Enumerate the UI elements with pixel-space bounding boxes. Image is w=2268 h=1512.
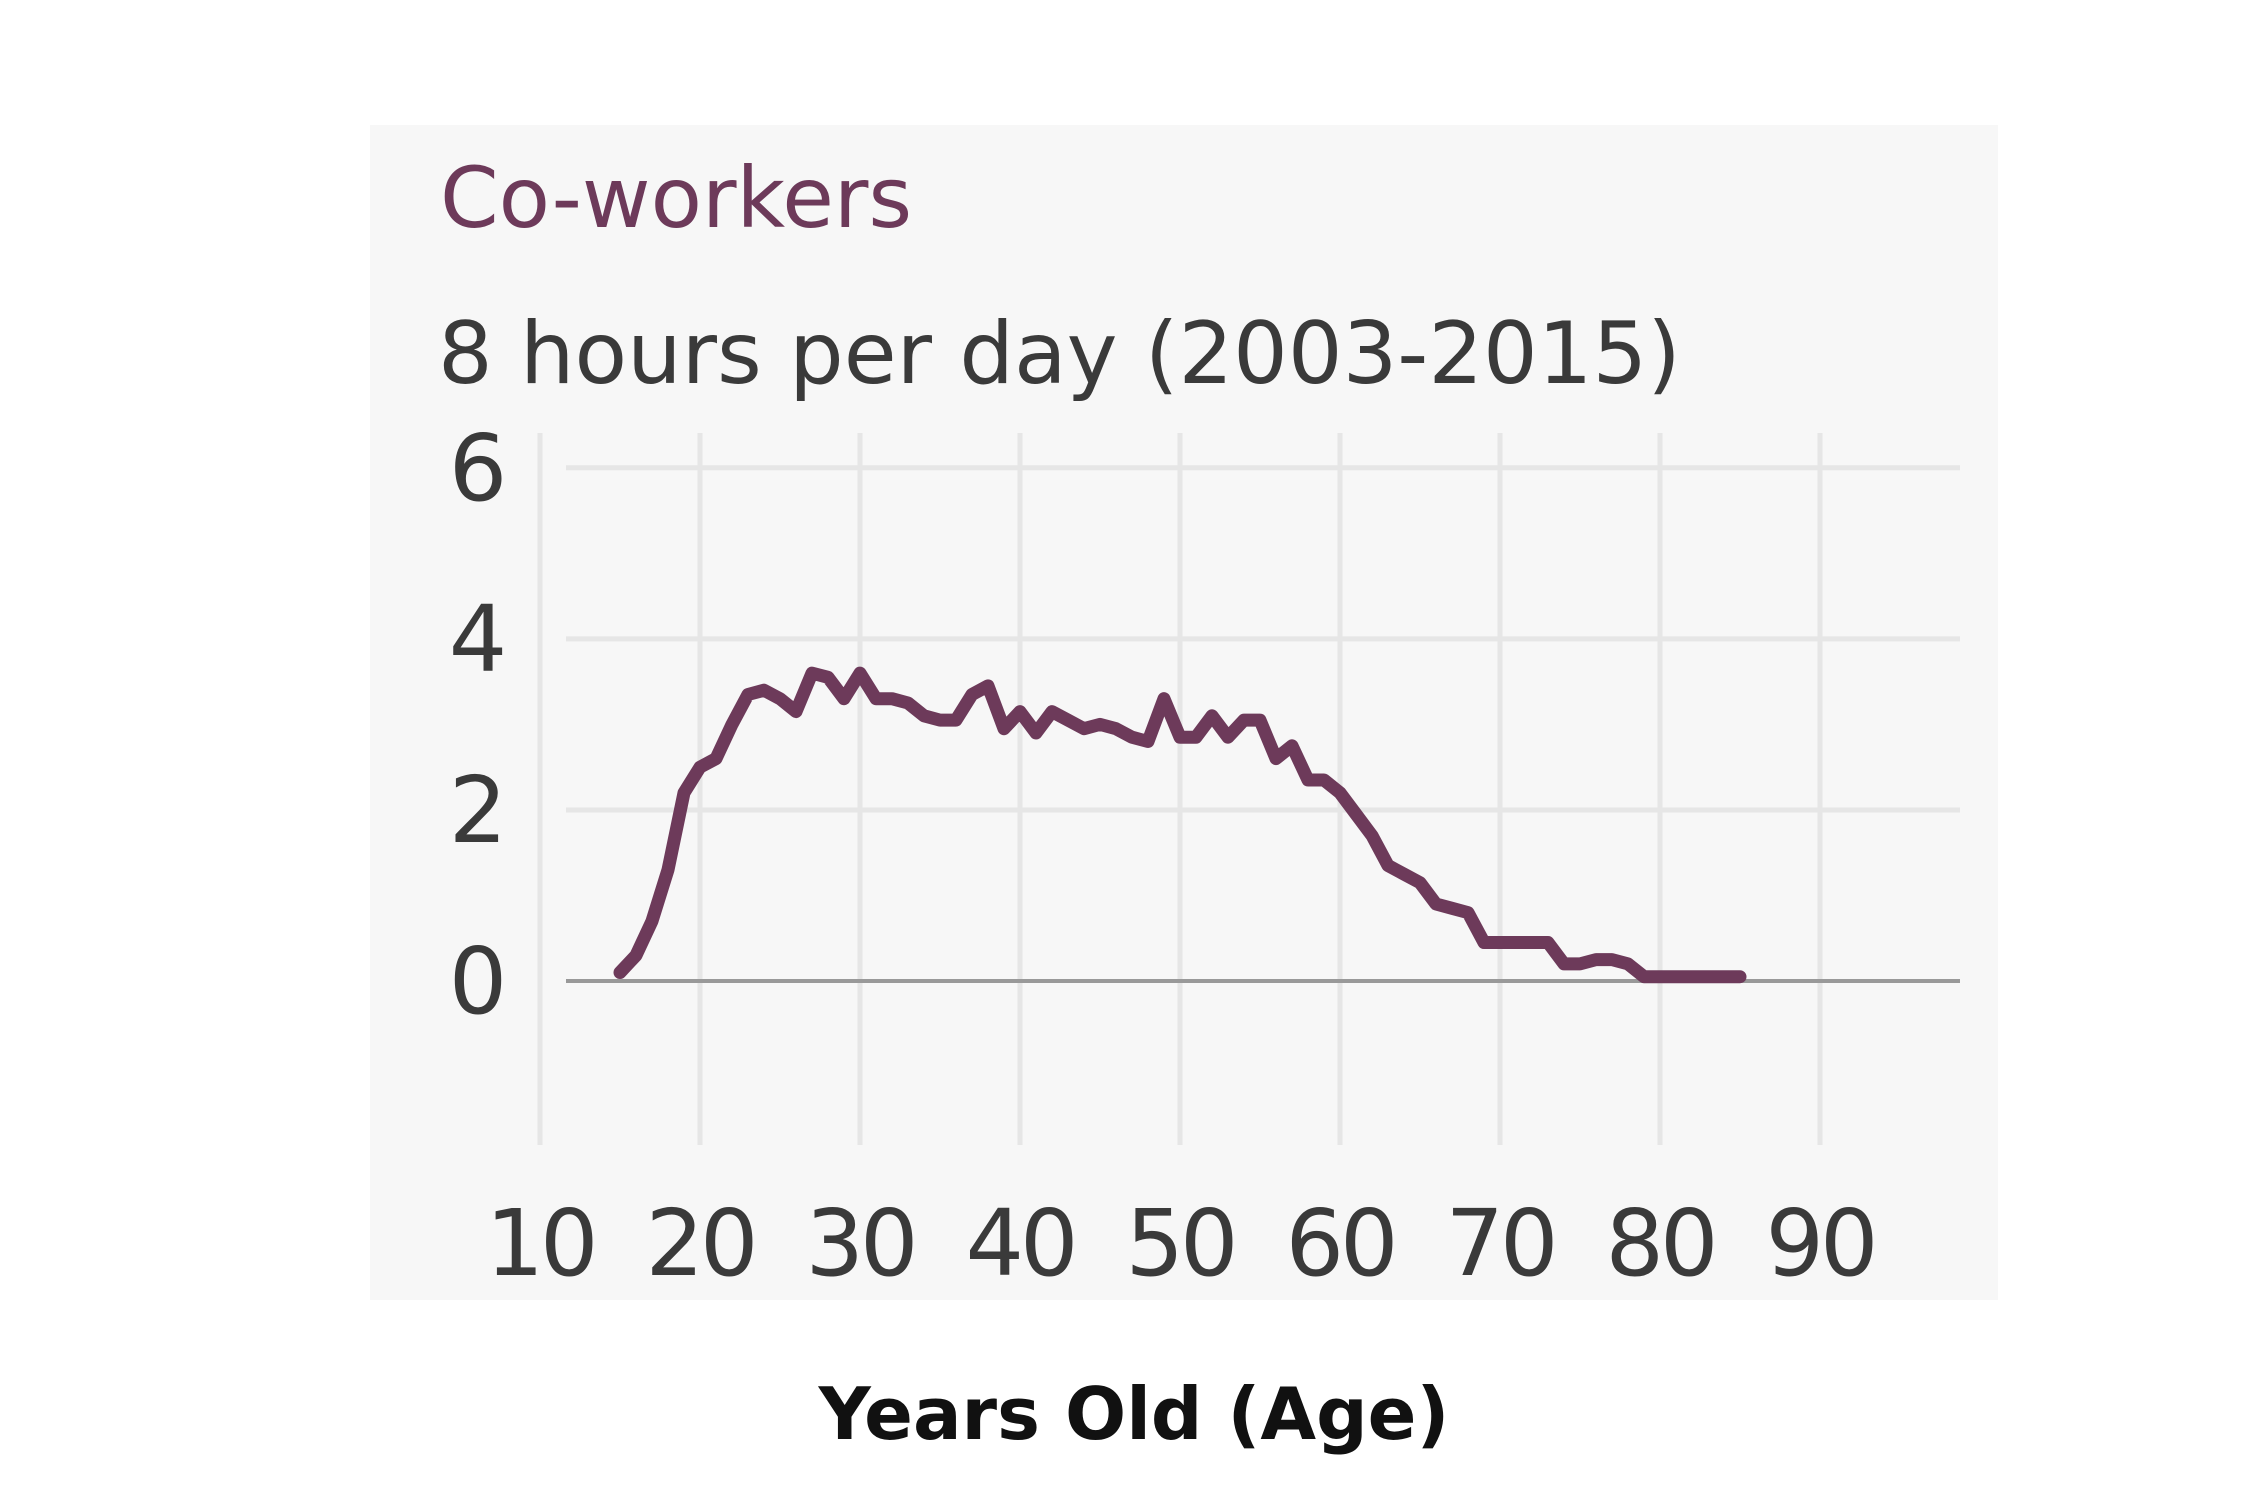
- x-axis-label: Years Old (Age): [818, 1372, 1450, 1456]
- grid-layer: [537, 433, 1960, 1145]
- y-tick-label: 6: [449, 415, 508, 522]
- x-tick-label: 50: [1125, 1190, 1234, 1297]
- y-tick-label: 4: [449, 586, 508, 693]
- line-chart: 10 20 30 40 50 60 70 80 90 0 2 4 6 Co-workers 8 hour…: [438, 149, 1960, 1297]
- y-tick-label: 0: [449, 928, 508, 1035]
- x-tick-label: 80: [1605, 1190, 1714, 1297]
- x-tick-label: 30: [805, 1190, 914, 1297]
- chart-subtitle: 8 hours per day (2003-2015): [438, 304, 1681, 404]
- y-tick-label: 2: [449, 757, 508, 864]
- series-line: [613, 666, 1747, 984]
- tick-labels: 10 20 30 40 50 60 70 80 90 0 2 4 6: [449, 415, 1879, 1297]
- series-layer: [613, 666, 1747, 984]
- x-tick-label: 70: [1445, 1190, 1554, 1297]
- x-tick-label: 10: [485, 1190, 594, 1297]
- x-tick-label: 40: [965, 1190, 1074, 1297]
- x-tick-label: 20: [645, 1190, 754, 1297]
- chart-panel: 10 20 30 40 50 60 70 80 90 0 2 4 6 Co-workers 8 hour…: [370, 125, 1998, 1300]
- chart-title: Co-workers: [440, 149, 912, 247]
- x-tick-label: 90: [1765, 1190, 1874, 1297]
- x-tick-label: 60: [1285, 1190, 1394, 1297]
